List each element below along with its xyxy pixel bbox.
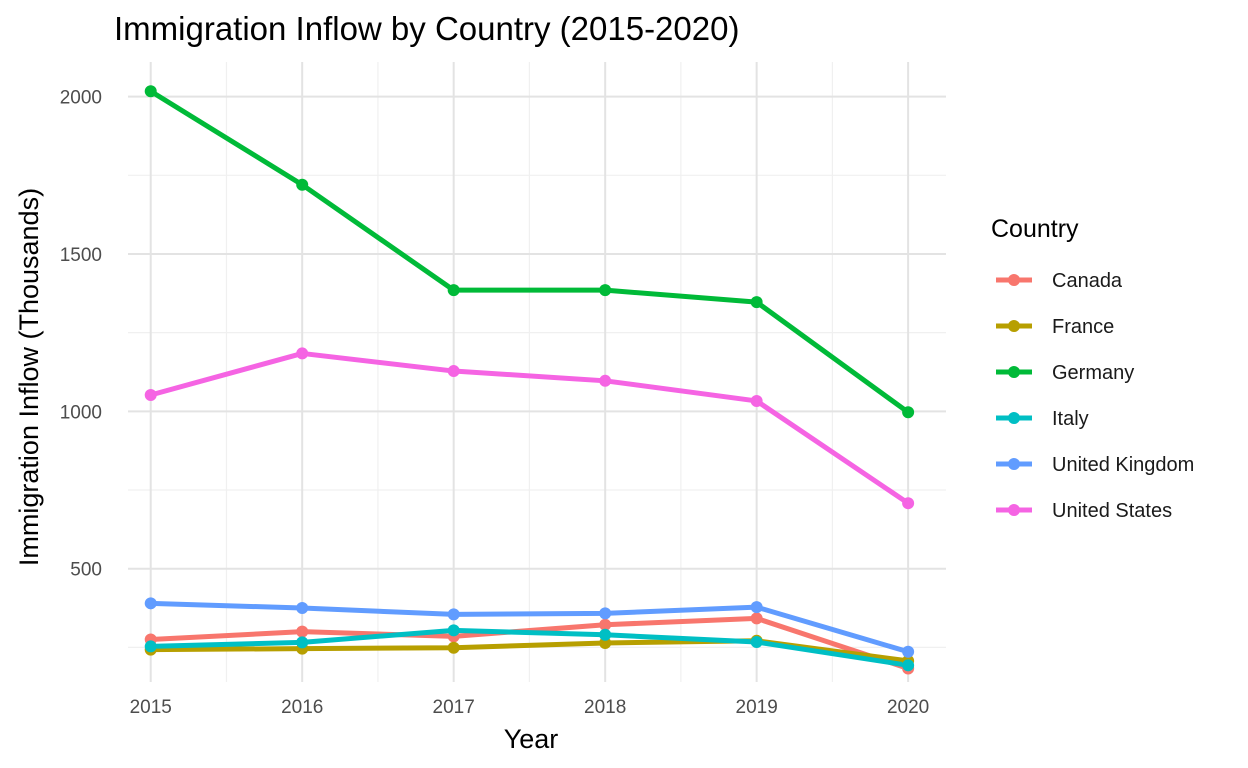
x-axis-ticks: 2015 2016 2017 2018 2019 2020 [130, 697, 930, 718]
legend-item-italy: Italy [996, 408, 1089, 430]
y-tick-label: 500 [70, 560, 102, 581]
data-point-germany [447, 284, 460, 297]
legend-label: Germany [1052, 362, 1134, 384]
data-point-canada [599, 618, 612, 631]
data-point-italy [296, 636, 309, 649]
series-lines [149, 89, 910, 671]
x-tick-label: 2019 [736, 697, 778, 718]
data-point-italy [750, 636, 763, 649]
data-point-italy [902, 659, 915, 672]
y-tick-label: 1000 [60, 402, 102, 423]
data-point-germany [599, 284, 612, 297]
legend-label: Canada [1052, 270, 1123, 292]
x-tick-label: 2016 [281, 697, 323, 718]
data-point-united-kingdom [296, 602, 309, 615]
legend-title: Country [991, 215, 1079, 243]
data-point-united-states [447, 365, 460, 378]
data-point-united-states [144, 388, 157, 401]
legend-key-point [1008, 320, 1020, 332]
legend-key-point [1008, 504, 1020, 516]
x-tick-label: 2017 [433, 697, 475, 718]
data-point-germany [296, 178, 309, 191]
legend-item-germany: Germany [996, 362, 1134, 384]
data-point-united-states [750, 394, 763, 407]
legend-label: France [1052, 316, 1114, 338]
legend-items: Canada France Germany Italy United Kingdom Un… [996, 270, 1194, 522]
data-point-canada [750, 612, 763, 625]
series-points [144, 85, 915, 675]
legend-item-united-kingdom: United Kingdom [996, 454, 1194, 476]
data-point-italy [447, 624, 460, 637]
series-line-united-kingdom [150, 600, 909, 655]
data-point-united-kingdom [599, 607, 612, 620]
x-tick-label: 2015 [130, 697, 172, 718]
legend-label: United States [1052, 500, 1172, 522]
x-tick-label: 2020 [887, 697, 929, 718]
data-point-italy [599, 628, 612, 641]
legend-item-france: France [996, 316, 1114, 338]
data-point-italy [144, 640, 157, 653]
data-point-france [447, 641, 460, 654]
data-point-united-kingdom [750, 601, 763, 614]
legend-key-point [1008, 366, 1020, 378]
x-tick-label: 2018 [584, 697, 626, 718]
legend-key-point [1008, 458, 1020, 470]
series-line-united-states [150, 350, 910, 506]
data-point-germany [144, 85, 157, 98]
grid [128, 62, 946, 682]
y-tick-label: 1500 [60, 245, 102, 266]
series-line-germany [149, 89, 910, 415]
legend-item-canada: Canada [996, 270, 1123, 292]
chart-title: Immigration Inflow by Country (2015-2020… [114, 10, 739, 47]
y-tick-label: 2000 [60, 88, 102, 109]
data-point-germany [902, 406, 915, 419]
data-point-united-states [296, 347, 309, 360]
y-axis-ticks: 500 1000 1500 2000 [60, 88, 102, 581]
x-axis-title: Year [504, 724, 559, 754]
data-point-united-states [902, 497, 915, 510]
legend-label: United Kingdom [1052, 454, 1194, 476]
data-point-canada [296, 625, 309, 638]
legend-item-united-states: United States [996, 500, 1172, 522]
legend-key-point [1008, 274, 1020, 286]
data-point-united-kingdom [902, 645, 915, 658]
data-point-united-kingdom [144, 597, 157, 610]
legend: Country Canada France Germany Italy United K… [991, 215, 1194, 522]
series-line-italy [150, 627, 909, 668]
legend-key-point [1008, 412, 1020, 424]
data-point-united-kingdom [447, 608, 460, 621]
data-point-united-states [599, 374, 612, 387]
y-axis-title: Immigration Inflow (Thousands) [14, 188, 44, 566]
data-point-germany [750, 296, 763, 309]
legend-label: Italy [1052, 408, 1089, 430]
